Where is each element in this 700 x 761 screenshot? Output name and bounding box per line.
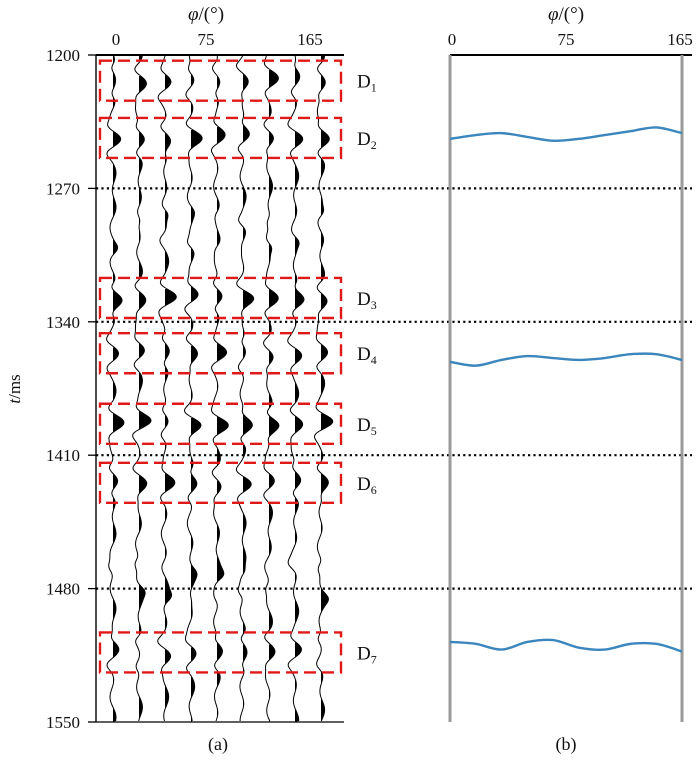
panel-caption: (b) (556, 734, 577, 755)
time-window-label: D4 (357, 344, 377, 367)
time-window-label: D5 (357, 415, 377, 438)
seismic-trace (235, 54, 255, 722)
x-tick-label: 165 (667, 30, 693, 49)
top-axis-title-unit: /(°) (198, 4, 224, 25)
trace-fill (321, 55, 333, 722)
seismic-trace (314, 54, 334, 722)
y-tick-label: 1340 (46, 313, 80, 332)
y-axis-label: t/ms (5, 374, 24, 403)
time-window-label-sub: 1 (371, 81, 377, 95)
top-axis-title: φ/(°) (548, 4, 584, 25)
time-window-label-sub: 7 (371, 652, 377, 666)
seismic-trace (210, 54, 229, 722)
time-window-box (98, 631, 343, 674)
trace-fill (165, 55, 177, 711)
x-tick-label: 165 (297, 30, 323, 49)
time-window-label-main: D (357, 129, 371, 150)
seismic-trace (106, 54, 125, 722)
time-window-label: D6 (357, 474, 377, 497)
trace-line (210, 54, 229, 722)
y-tick-label: 1480 (46, 580, 80, 599)
time-window-label-main: D (357, 643, 371, 664)
trace-line (314, 54, 334, 722)
time-window-label: D3 (357, 289, 377, 312)
y-tick-label: 1550 (46, 713, 80, 732)
trace-line (287, 54, 305, 721)
y-tick-label: 1410 (46, 446, 80, 465)
time-window-box (98, 402, 343, 445)
x-tick-label: 75 (558, 30, 575, 49)
panel-b: 0 75 165 φ/(°) (b) (448, 4, 693, 755)
time-window-label-main: D (357, 474, 371, 495)
trace-line (235, 54, 255, 722)
top-axis-title-var: φ (548, 4, 559, 25)
trace-line (132, 54, 152, 722)
trace-fill (295, 56, 304, 722)
top-axis-title-var: φ (188, 4, 199, 25)
time-window-label-sub: 5 (371, 424, 377, 438)
time-window-label-sub: 3 (371, 298, 377, 312)
trace-line (263, 54, 280, 722)
seismic-trace (263, 54, 280, 722)
seismic-trace (132, 54, 152, 722)
phase-curve (449, 352, 683, 367)
y-tick-label: 1270 (46, 179, 80, 198)
seismic-trace (287, 54, 305, 722)
y-axis-label-unit: /ms (5, 374, 24, 399)
time-window-box (98, 59, 343, 102)
time-window-label-main: D (357, 72, 371, 93)
x-tick-label: 0 (112, 30, 121, 49)
trace-line (106, 54, 125, 722)
axis-layer: 1200 1270 1340 1410 1480 1550 t/ms (5, 46, 97, 732)
panel-caption: (a) (208, 734, 228, 755)
seismic-trace (183, 54, 203, 722)
x-tick-label: 75 (198, 30, 215, 49)
trace-fill (217, 55, 229, 720)
time-window-label-main: D (357, 344, 371, 365)
trace-fill (269, 70, 279, 722)
time-window-label-sub: 4 (371, 353, 377, 367)
time-window-label-main: D (357, 289, 371, 310)
y-axis-label-var: t (5, 398, 24, 404)
trace-line (157, 54, 177, 722)
time-window-label-sub: 2 (371, 138, 377, 152)
top-axis-title-unit: /(°) (558, 4, 584, 25)
y-tick-label: 1200 (46, 46, 80, 65)
time-window-label: D1 (357, 72, 377, 95)
time-window-label-main: D (357, 415, 371, 436)
trace-fill (113, 55, 124, 722)
seismic-trace (157, 54, 177, 722)
time-window-label: D2 (357, 129, 377, 152)
time-window-box (98, 276, 343, 320)
trace-fill (191, 74, 203, 722)
top-axis-title: φ/(°) (188, 4, 224, 25)
x-tick-label: 0 (448, 30, 457, 49)
phase-curve (449, 126, 683, 143)
time-window-box (98, 461, 343, 505)
time-window-label-sub: 6 (371, 483, 377, 497)
time-window-box (98, 332, 343, 375)
trace-fill (243, 74, 254, 709)
time-window-box (98, 116, 343, 160)
trace-line (183, 54, 203, 722)
phase-curve (449, 638, 683, 653)
time-window-label: D7 (357, 643, 377, 666)
